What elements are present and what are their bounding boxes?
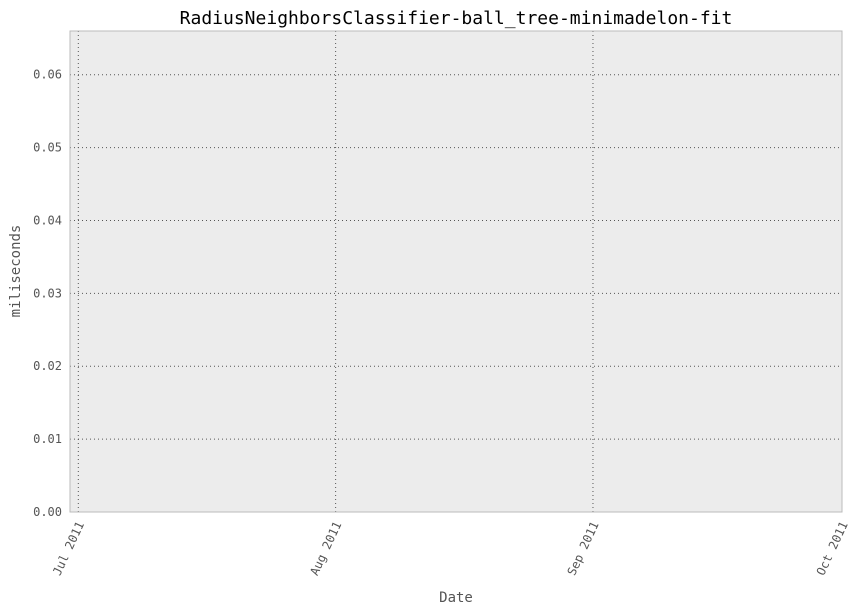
y-tick-label: 0.06 — [33, 68, 62, 82]
chart-title: RadiusNeighborsClassifier-ball_tree-mini… — [180, 8, 733, 29]
x-tick-label: Sep 2011 — [565, 519, 602, 577]
y-tick-label: 0.00 — [33, 505, 62, 519]
y-axis-ticks: 0.00 0.01 0.02 0.03 0.04 0.05 0.06 — [33, 68, 62, 519]
x-tick-label: Oct 2011 — [814, 519, 851, 577]
y-tick-label: 0.02 — [33, 359, 62, 373]
x-tick-label: Aug 2011 — [307, 519, 344, 577]
y-tick-label: 0.04 — [33, 213, 62, 227]
y-tick-label: 0.03 — [33, 286, 62, 300]
x-axis-ticks: Jul 2011 Aug 2011 Sep 2011 Oct 2011 — [50, 519, 851, 577]
grid — [70, 31, 842, 512]
plot-frame — [69, 30, 843, 513]
x-axis-label: Date — [439, 590, 473, 606]
plot-background — [70, 31, 842, 512]
y-tick-label: 0.01 — [33, 432, 62, 446]
y-tick-label: 0.05 — [33, 141, 62, 155]
y-axis-label: miliseconds — [8, 225, 24, 318]
x-tick-label: Jul 2011 — [50, 519, 87, 577]
